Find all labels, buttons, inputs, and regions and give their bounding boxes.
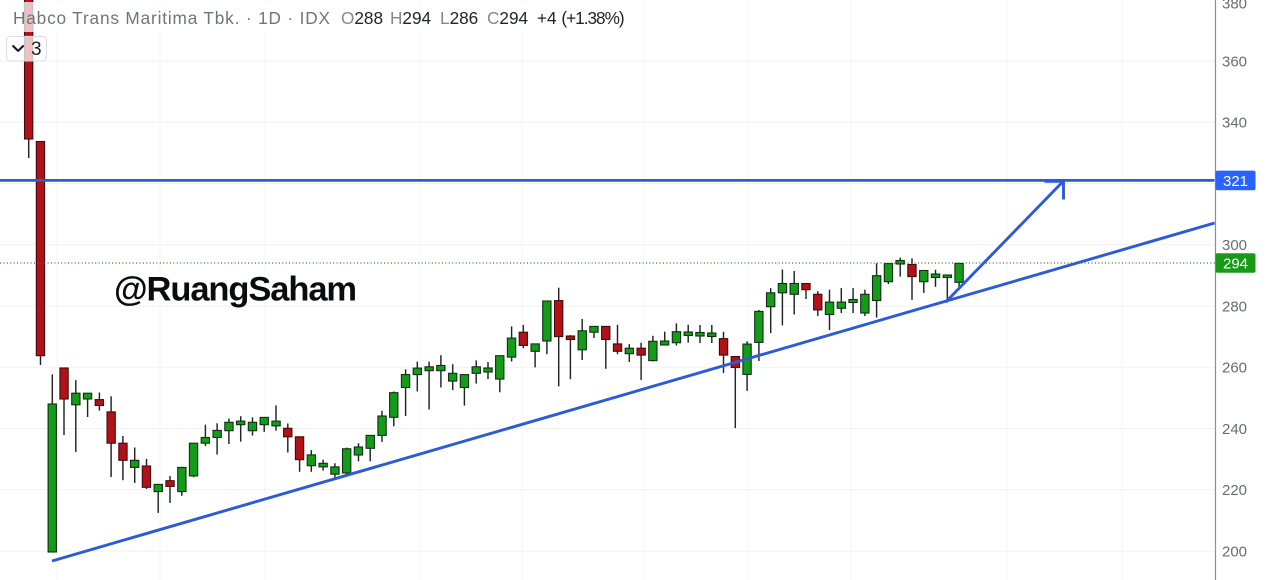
svg-text:200: 200 (1222, 543, 1247, 560)
svg-text:321: 321 (1223, 173, 1248, 190)
svg-text:260: 260 (1222, 360, 1247, 377)
svg-text:380: 380 (1222, 0, 1247, 13)
svg-text:360: 360 (1222, 53, 1247, 70)
svg-text:Habco Trans Maritima Tbk. · 1D: Habco Trans Maritima Tbk. · 1D · IDX (13, 8, 331, 28)
svg-text:@RuangSaham: @RuangSaham (114, 271, 356, 309)
svg-text:280: 280 (1222, 298, 1247, 315)
svg-text:220: 220 (1222, 482, 1247, 499)
svg-text:3: 3 (31, 39, 42, 60)
svg-text:240: 240 (1222, 421, 1247, 438)
svg-text:294: 294 (1223, 255, 1248, 272)
svg-text:340: 340 (1222, 115, 1247, 132)
svg-text:300: 300 (1222, 237, 1247, 254)
